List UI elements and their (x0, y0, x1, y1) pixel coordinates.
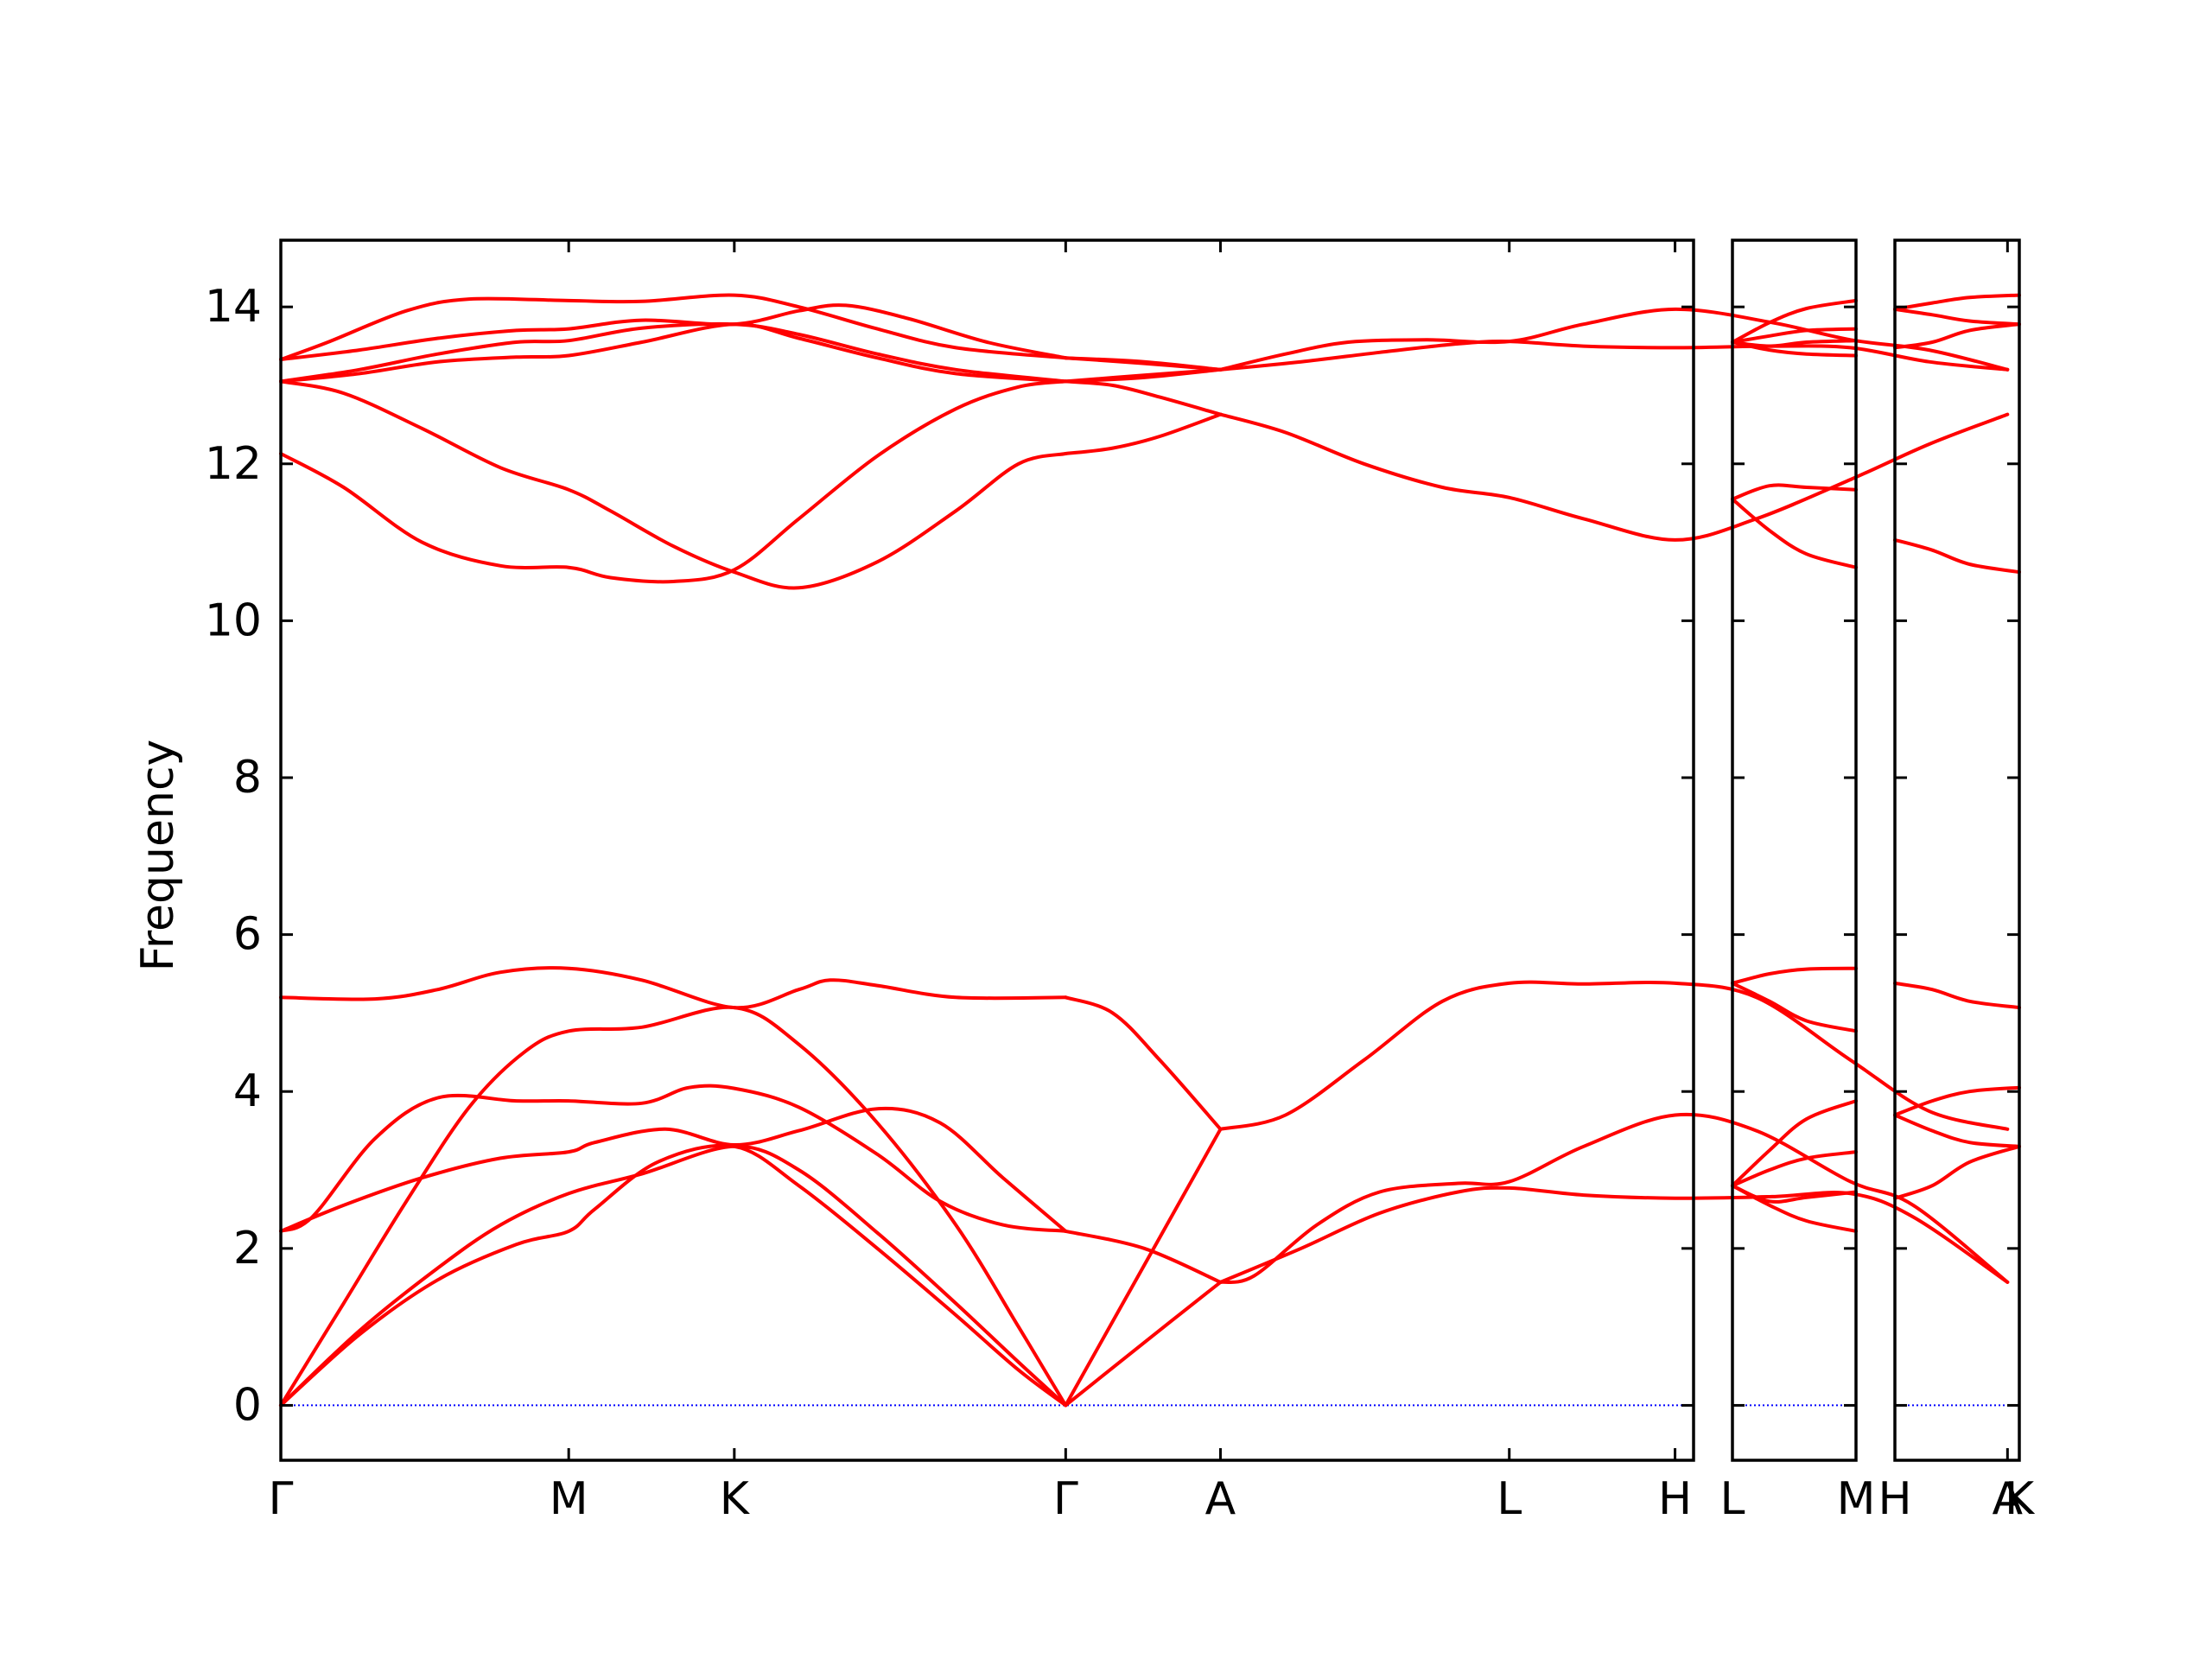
band-line (279, 1005, 1068, 1408)
x-tick-label: H (1658, 1473, 1692, 1525)
band-line (1218, 1185, 2010, 1284)
x-tick-label: K (720, 1473, 751, 1525)
band-line (1218, 980, 2010, 1131)
y-tick-label: 0 (233, 1379, 262, 1431)
x-tick-label: A (1205, 1473, 1236, 1525)
y-axis-label: Frequency (132, 740, 184, 972)
y-tick-label: 2 (233, 1223, 262, 1274)
x-tick-label: Γ (1053, 1473, 1078, 1525)
band-line (1893, 1085, 2021, 1117)
y-tick-label: 6 (233, 909, 262, 961)
band-line (279, 321, 1068, 384)
band-line (279, 966, 1068, 1010)
band-line (1064, 379, 1223, 416)
x-tick-label: Γ (269, 1473, 294, 1525)
band-line (1893, 307, 2021, 327)
y-tick-label: 8 (233, 752, 262, 804)
band-line (279, 303, 1068, 361)
band-line (1218, 412, 2010, 542)
band-line (279, 1144, 1068, 1408)
panel-frame (279, 238, 1695, 1462)
y-tick-label: 10 (205, 594, 262, 646)
panel-frame (1893, 238, 2021, 1462)
y-tick-label: 12 (205, 438, 262, 490)
band-line (279, 1084, 1068, 1233)
band-line (279, 293, 1068, 361)
x-tick-label: M (550, 1473, 588, 1525)
band-line (1893, 537, 2021, 575)
band-line (279, 1143, 1068, 1408)
band-line (1731, 497, 1858, 569)
band-line (1731, 483, 1858, 501)
band-line (279, 379, 1068, 590)
y-tick-label: 4 (233, 1065, 262, 1117)
x-tick-label: A (1993, 1473, 2024, 1525)
band-line (1731, 1150, 1858, 1188)
band-line (1064, 1127, 1223, 1408)
band-line (1218, 307, 2010, 372)
band-line (1064, 367, 1223, 384)
band-line (1731, 339, 1858, 348)
x-tick-label: H (1878, 1473, 1911, 1525)
x-tick-label: M (1837, 1473, 1876, 1525)
band-line (279, 379, 1068, 584)
band-line (1893, 1144, 2021, 1200)
band-line (1731, 966, 1858, 985)
band-line (1893, 1113, 2021, 1148)
x-tick-label: L (1497, 1473, 1522, 1525)
panel-frame (1731, 238, 1858, 1462)
band-line (1064, 995, 1223, 1131)
band-line (1731, 327, 1858, 344)
band-line (1064, 1280, 1223, 1408)
band-line (1064, 356, 1223, 372)
band-line (1064, 412, 1223, 455)
x-tick-label: K (2005, 1473, 2036, 1525)
x-tick-label: L (1720, 1473, 1745, 1525)
band-line (1731, 298, 1858, 344)
band-line (1893, 322, 2021, 350)
band-line (1218, 340, 2010, 372)
band-line (1218, 1112, 2010, 1284)
band-line (1731, 1184, 1858, 1233)
band-line (1731, 1099, 1858, 1188)
y-tick-label: 14 (205, 281, 262, 333)
band-line (1064, 1229, 1223, 1284)
band-line (279, 322, 1068, 384)
band-line (1893, 981, 2021, 1010)
band-line (1731, 981, 1858, 1033)
band-line (279, 1106, 1068, 1233)
band-line (1893, 293, 2021, 311)
